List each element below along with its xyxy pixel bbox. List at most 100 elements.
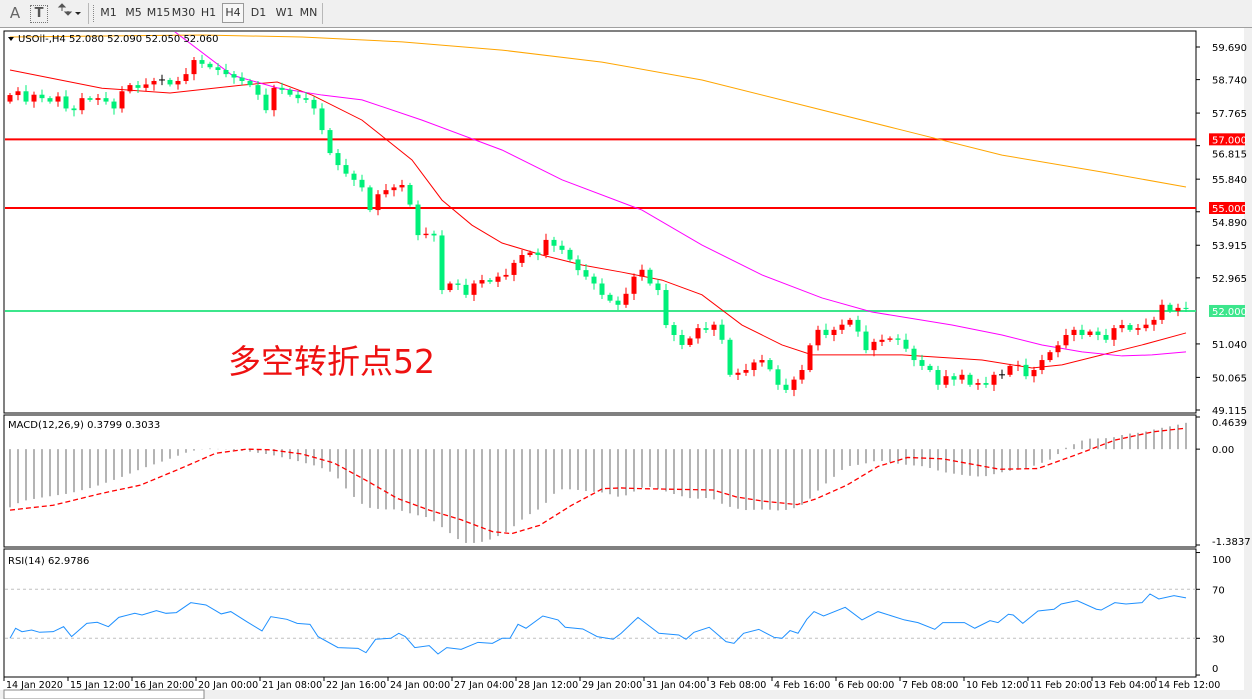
candle <box>39 89 45 103</box>
candle <box>799 364 805 384</box>
candle-body <box>447 283 453 291</box>
candle <box>95 94 101 106</box>
candle-body <box>847 319 853 325</box>
timeframe-d1-button[interactable]: D1 <box>250 6 267 19</box>
candle <box>1159 299 1165 325</box>
candle <box>319 103 325 135</box>
candle <box>1087 329 1093 338</box>
candle-body <box>911 348 917 361</box>
right-scroll-strip[interactable] <box>1244 28 1252 690</box>
candle <box>663 283 669 329</box>
candle-body <box>1039 360 1045 371</box>
price-axis-label: 51.040 <box>1212 340 1247 351</box>
level-price-label: 52.000 <box>1212 307 1247 318</box>
candle <box>951 373 957 386</box>
candle <box>495 272 501 287</box>
candle-body <box>23 91 29 102</box>
toolbar-grip-handle[interactable] <box>93 5 96 22</box>
candle <box>359 174 365 192</box>
time-axis-label: 10 Feb 12:00 <box>966 680 1028 691</box>
candle-body <box>231 74 237 78</box>
candle <box>287 87 293 97</box>
candle-body <box>783 384 789 390</box>
rsi-panel[interactable] <box>5 588 1196 655</box>
timeframe-m30-button[interactable]: M30 <box>171 6 196 19</box>
candle-body <box>615 300 621 305</box>
candle-body <box>687 338 693 345</box>
macd-axis-label: 0.4639 <box>1212 418 1247 429</box>
candle-body <box>263 94 269 111</box>
time-axis-label: 31 Jan 04:00 <box>646 680 706 691</box>
candle-body <box>1047 352 1053 361</box>
level-price-badge <box>1209 133 1245 146</box>
candle <box>823 323 829 339</box>
candle-body <box>455 283 461 285</box>
candle-body <box>495 276 501 282</box>
candle <box>919 354 925 371</box>
candle <box>599 278 605 299</box>
candle <box>991 371 997 391</box>
candle-body <box>567 249 573 260</box>
candle <box>711 321 717 337</box>
candle <box>583 263 589 280</box>
candle <box>639 264 645 281</box>
candle <box>815 325 821 351</box>
timeframe-m1-button[interactable]: M1 <box>100 6 117 19</box>
dropdown-triangle-icon[interactable] <box>8 37 14 41</box>
timeframe-h4-button[interactable]: H4 <box>222 3 244 23</box>
price-panel[interactable] <box>5 28 1196 397</box>
shapes-tool-button[interactable] <box>55 3 83 23</box>
candle <box>479 274 485 288</box>
candle <box>1143 318 1149 332</box>
candle <box>871 338 877 357</box>
text-tool-button[interactable]: A <box>9 4 21 22</box>
candle <box>111 98 117 115</box>
candle <box>535 248 541 261</box>
timeframe-w1-button[interactable]: W1 <box>275 6 294 19</box>
macd-panel[interactable] <box>9 422 1187 543</box>
candle-body <box>551 239 557 246</box>
candle <box>527 250 533 258</box>
candle <box>135 80 141 93</box>
candle-body <box>703 328 709 330</box>
candle <box>255 80 261 100</box>
candle <box>1055 341 1061 358</box>
chart-tab[interactable] <box>3 689 205 699</box>
candle-body <box>375 194 381 211</box>
candle <box>1167 302 1173 314</box>
candle-body <box>1031 370 1037 377</box>
timeframe-m15-button[interactable]: M15 <box>146 6 171 19</box>
main-panel-frame <box>3 30 1197 414</box>
timeframe-h1-button[interactable]: H1 <box>200 6 217 19</box>
candle-body <box>935 370 941 385</box>
candle-body <box>407 184 413 205</box>
candle <box>279 82 285 95</box>
time-axis-label: 11 Feb 20:00 <box>1030 680 1092 691</box>
candle-body <box>743 370 749 373</box>
candle <box>1047 350 1053 363</box>
timeframe-mn-button[interactable]: MN <box>299 6 318 19</box>
candle <box>743 363 749 376</box>
candle-body <box>239 77 245 81</box>
time-axis-label: 16 Jan 20:00 <box>134 680 194 691</box>
price-axis-label: 50.065 <box>1212 373 1247 384</box>
rsi-axis-label: 0 <box>1212 664 1218 675</box>
candle <box>87 96 93 102</box>
timeframe-m5-button[interactable]: M5 <box>125 6 142 19</box>
candle <box>391 184 397 197</box>
text-label-tool-button[interactable]: T <box>30 5 48 23</box>
bottom-tab-strip <box>0 690 1252 699</box>
candle <box>455 279 461 291</box>
candle <box>423 227 429 239</box>
candle-body <box>463 284 469 295</box>
candle-body <box>351 173 357 180</box>
candle-body <box>1015 364 1021 366</box>
chart-header: USOil-,H4 52.080 52.090 52.050 52.060 <box>8 34 218 45</box>
candle-body <box>255 85 261 95</box>
candle-body <box>815 329 821 346</box>
candle-body <box>95 98 101 100</box>
candle-body <box>479 280 485 284</box>
candle <box>335 148 341 171</box>
candle <box>687 336 693 348</box>
